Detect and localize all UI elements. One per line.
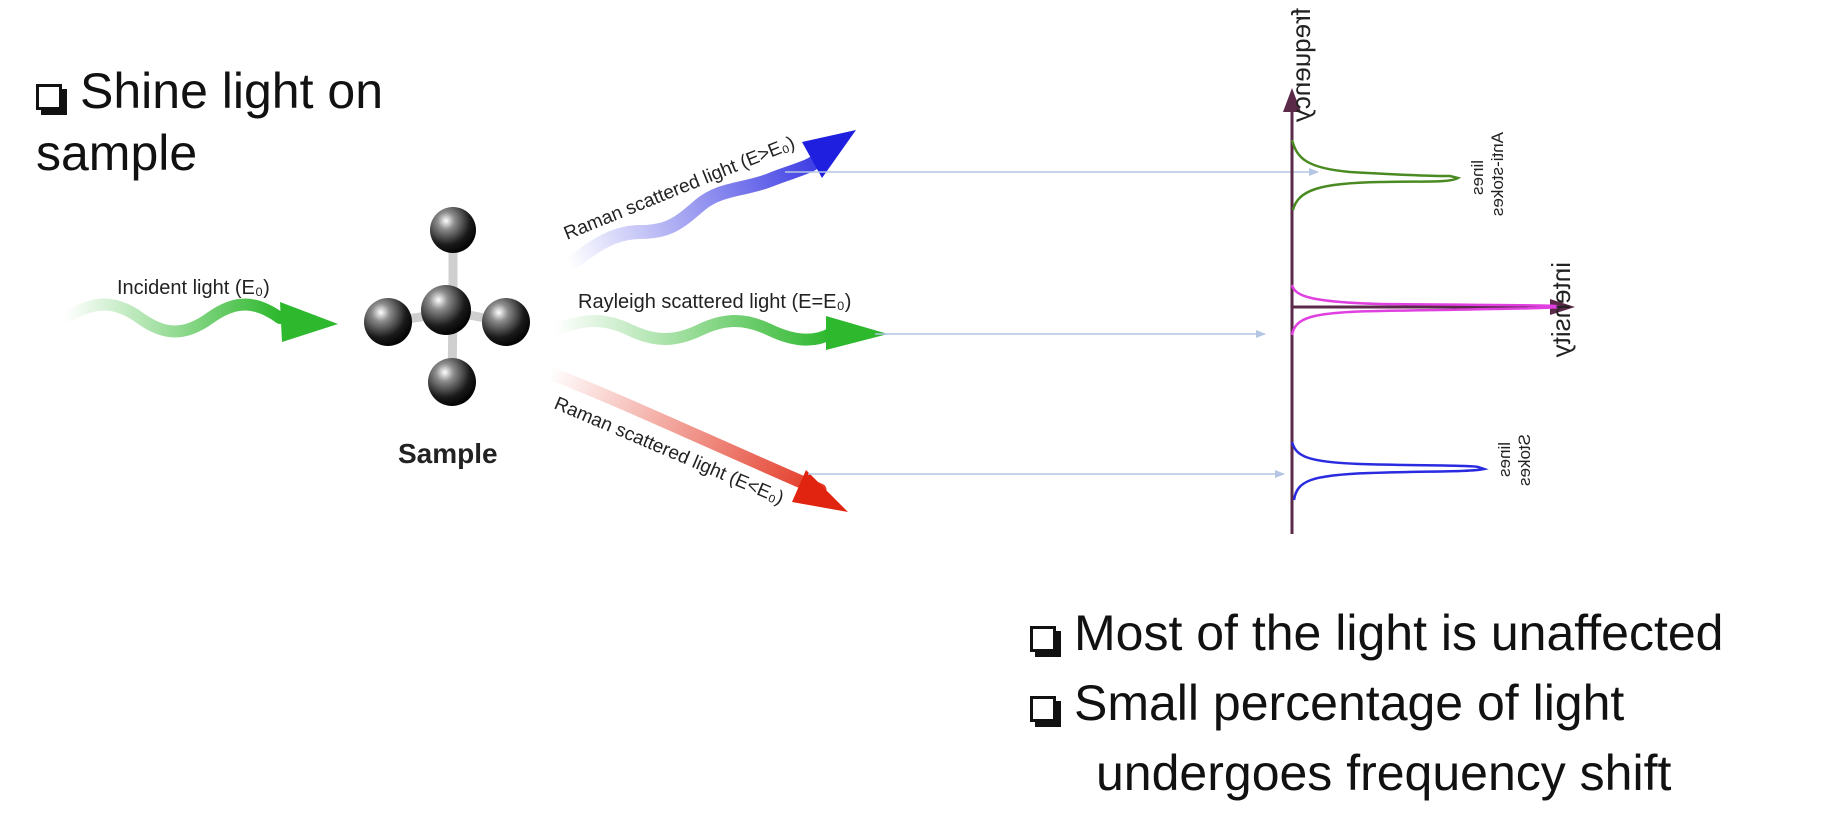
- checkbox-bullet-icon: [1030, 626, 1056, 652]
- bullet-unaffected: Most of the light is unaffected: [1030, 598, 1830, 668]
- checkbox-bullet-icon: [1030, 696, 1056, 722]
- sample-molecule-icon: [364, 207, 530, 406]
- stokes-label-line1: Stokes: [1515, 434, 1534, 486]
- raman-anti-stokes-arrow: [558, 130, 856, 275]
- stokes-label-line2: lines: [1495, 442, 1514, 477]
- anti-stokes-label-line1: Anti-stokes: [1488, 132, 1507, 216]
- bullet-text-unaffected: Most of the light is unaffected: [1074, 605, 1724, 661]
- anti-stokes-peak: [1290, 139, 1462, 211]
- bullet-small-percentage: Small percentage of light: [1030, 668, 1830, 738]
- rayleigh-label: Rayleigh scattered light (E=E₀): [578, 291, 851, 313]
- spectrum-axes: [1283, 88, 1575, 534]
- raman-down-label: Raman scattered light (E<E₀): [551, 393, 787, 509]
- raman-stokes-arrow: [545, 367, 848, 512]
- rayleigh-scattered-arrow: [549, 315, 888, 350]
- anti-stokes-label-line2: lines: [1468, 160, 1487, 195]
- checkbox-bullet-icon: [36, 84, 62, 110]
- sample-label: Sample: [398, 438, 498, 469]
- incident-light-arrow: [59, 298, 338, 342]
- bullet-text-frequency-shift: undergoes frequency shift: [1096, 745, 1672, 801]
- rayleigh-peak: [1290, 284, 1561, 336]
- stokes-peak: [1290, 441, 1489, 501]
- bullet-list-right: Most of the light is unaffected Small pe…: [1030, 598, 1830, 808]
- incident-light-label: Incident light (E₀): [117, 277, 270, 299]
- bullet-text-shine: Shine light on sample: [36, 63, 384, 181]
- bullet-shine-light: Shine light on sample: [36, 60, 456, 184]
- frequency-axis-label: frequency: [1286, 8, 1316, 122]
- intensity-axis-label: intensity: [1546, 262, 1576, 357]
- bullet-text-small-percentage: Small percentage of light: [1074, 675, 1625, 731]
- bullet-continuation: undergoes frequency shift: [1030, 738, 1830, 808]
